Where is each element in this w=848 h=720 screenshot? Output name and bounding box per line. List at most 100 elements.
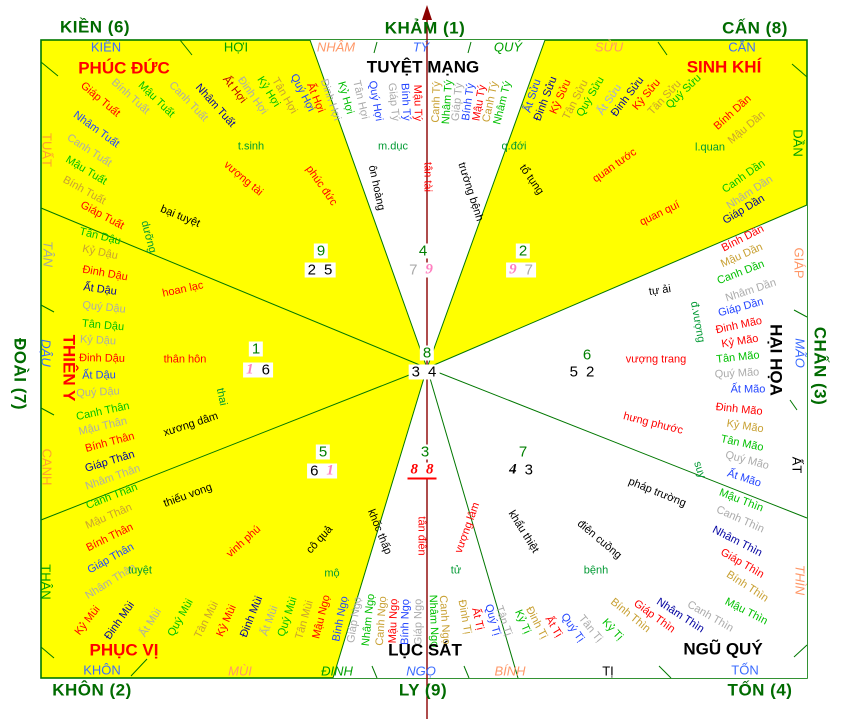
stem-branch-label: Đinh Dậu — [81, 263, 129, 284]
stem-branch-label: Quý Dậu — [81, 299, 127, 316]
sector-title: SINH KHÍ — [686, 57, 762, 77]
north-arrow-icon — [422, 5, 432, 20]
sector-number: 2 — [515, 243, 531, 259]
fortune-word: tân tài — [421, 162, 434, 192]
fortune-word: điên cuồng — [574, 517, 624, 562]
fortune-word: m.dục — [378, 140, 408, 153]
sector-number-digit: 8 — [410, 461, 419, 478]
stem-branch-label: Ất Mão — [730, 383, 766, 396]
sector-hai-hoa — [427, 205, 807, 518]
stem-branch-label: Canh Ngọ — [436, 594, 453, 646]
fortune-word: dưỡng — [138, 219, 159, 255]
stem-branch-label: Quý Mùi — [165, 596, 196, 639]
ring-direction-label: TỊ — [602, 663, 614, 679]
fortune-word: hưng phước — [622, 410, 685, 437]
ring-ticks — [40, 39, 808, 679]
fortune-word: phúc đức — [303, 163, 340, 208]
ring-direction-label: CẤN — [728, 39, 756, 55]
sector-number-digit: 8 — [426, 461, 434, 478]
ring-direction-label: CANH — [39, 448, 55, 486]
sector-title: THIÊN Y — [59, 334, 79, 402]
stem-branch-label: Ất Mùi — [137, 606, 164, 640]
sector-number: 4 — [415, 243, 431, 259]
sector-number-digit: 9 — [509, 261, 517, 278]
sector-number-digit: 1 — [326, 462, 334, 479]
fortune-word: thân hôn — [163, 353, 207, 366]
ring-direction-label: KIÊN — [90, 39, 122, 55]
ring-direction-label: DẬU — [38, 339, 54, 367]
trigram-label: CẤN (8) — [722, 18, 788, 38]
fortune-word: ôn hoàng — [365, 164, 388, 212]
fortune-word: thiếu vong — [161, 481, 214, 510]
fortune-word: q.đới — [501, 140, 527, 153]
stem-branch-label: Đinh Mùi — [102, 599, 137, 642]
fortune-word: vượng trang — [625, 353, 687, 366]
fortune-word: t.sinh — [237, 140, 265, 153]
sector-number-digit: 6 — [261, 361, 270, 379]
ring-direction-label: KHÔN — [83, 662, 121, 678]
sector-number: 9 — [313, 243, 329, 259]
stem-branch-label: Đinh Dậu — [78, 352, 126, 365]
ring-direction-label: MÙI — [228, 663, 252, 679]
fortune-word: tự ải — [648, 283, 672, 298]
stem-branch-label: Giáp Ngọ — [412, 598, 425, 646]
fortune-word: khẩu thiệt — [505, 508, 542, 556]
sector-number: 5 — [315, 444, 331, 460]
fortune-word: pháp trường — [626, 475, 688, 510]
sector-number-digit: 3 — [411, 363, 420, 381]
fortune-word: tử — [450, 564, 462, 577]
fortune-word: bệnh — [583, 564, 609, 577]
ring-direction-label: GIÁP — [791, 247, 807, 279]
sector-number: 3 — [417, 444, 433, 460]
ring-direction-label: BÍNH — [494, 663, 526, 679]
sector-number-digit: 1 — [246, 361, 254, 378]
ring-direction-label: THÂN — [38, 564, 54, 600]
trigram-label: KIỀN (6) — [59, 17, 131, 37]
ring-direction-label: DẦN — [790, 129, 806, 157]
stem-branch-label: Quý Dậu — [75, 385, 120, 400]
stem-branch-label: Ất Dậu — [82, 281, 118, 298]
fortune-word: vượng lâm — [452, 500, 483, 555]
stem-branch-label: Bính Tý — [398, 82, 413, 122]
ring-direction-label: HỢI — [223, 39, 249, 55]
ring-direction-label: THÌN — [792, 564, 808, 596]
fortune-word: tuyệt — [128, 564, 152, 577]
stem-branch-label: Tân Dậu — [81, 317, 125, 334]
fortune-word: hoan lạc — [161, 279, 205, 300]
fortune-word: tổ tụng — [516, 162, 546, 197]
sector-number-digit: 5 — [569, 363, 578, 381]
stem-branch-label: Mậu Tý — [411, 84, 424, 122]
sector-title: LỤC SÁT — [388, 640, 462, 660]
fortune-word: quan quí — [637, 198, 682, 229]
stem-branch-label: Kỷ Tị — [599, 616, 626, 643]
stem-branch-label: Đinh Tị — [455, 598, 474, 636]
ring-direction-label: NGỌ — [406, 663, 436, 679]
ring-direction-label: QUÝ — [493, 39, 523, 55]
stem-branch-label: Mậu Ngọ — [310, 593, 333, 640]
fortune-word: đ.vượng — [687, 300, 708, 344]
stem-branch-label: Kỷ Mão — [720, 332, 760, 351]
fortune-word: suy — [691, 459, 708, 480]
sector-number-digit: 4 — [428, 363, 437, 381]
fortune-word: bại tuyệt — [158, 203, 202, 230]
fortune-word: vượng tài — [221, 158, 266, 199]
fortune-word: l.quan — [695, 141, 725, 154]
ring-direction-label: ĐINH — [321, 663, 353, 679]
sector-number: 7 — [515, 444, 531, 460]
ring-direction-label: SỬU — [594, 39, 624, 55]
sector-number-digit: 6 — [310, 462, 319, 480]
fortune-word: cô quả — [304, 523, 336, 556]
ring-direction-label: TÝ — [412, 39, 430, 55]
fortune-word: quan tước — [590, 146, 639, 186]
stem-branch-label: Kỷ Mão — [725, 417, 765, 436]
fortune-word: tân điền — [415, 516, 428, 556]
fortune-word: thai — [213, 386, 230, 407]
